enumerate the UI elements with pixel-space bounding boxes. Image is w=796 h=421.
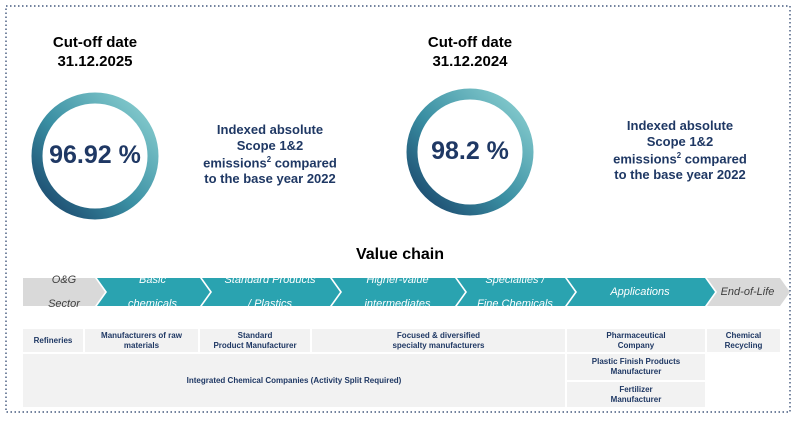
chevron [457,278,575,306]
text: Indexed absolute [216,122,324,137]
box: Chemical Recycling [707,329,780,352]
box: Fertilizer Manufacturer [567,382,705,407]
text: Manufacturer [610,367,662,376]
text: 31.12.2024 [432,52,508,70]
stage-label: Higher-value intermediates [340,274,455,310]
box: Integrated Chemical Companies (Activity … [23,354,565,407]
dotted-frame [5,5,791,413]
text: / Plastics [247,298,292,311]
stage-label: Basic chemicals [105,274,200,310]
text: Higher-value [366,273,429,286]
metric-title: Cut-off date 31.12.2025 [5,34,185,72]
stage-label: O&G Sector [33,274,95,310]
metric-title: Cut-off date 31.12.2024 [380,34,560,72]
text: Cut-off date [427,34,513,51]
text: 2 [676,150,682,160]
stage-label: Applications [575,278,705,306]
ring [31,92,159,220]
text: 98.2 % [431,137,509,165]
text: Plastic Finish Products [591,357,681,367]
section-title: Value chain [300,245,500,265]
text: to the base year 2022 [204,171,336,187]
text: Integrated Chemical Companies (Activity … [186,375,402,385]
metric-description: Indexed absolute Scope 1&2 emissions2 comp… [170,122,370,187]
text: 96.92 % [49,141,141,169]
text: 2 [266,154,272,164]
text: Value chain [355,246,445,263]
text: Specialties / [485,273,545,286]
text: to the base year 2022 [614,167,746,183]
chevron [97,278,210,306]
text: Chemical [725,330,762,340]
text: Applications [610,285,670,298]
metric-value: 98.2 % [415,136,525,167]
stage-label: Specialties / Fine Chemicals [465,274,565,310]
text: chemicals [128,298,177,311]
text: End-of-Life [720,285,775,298]
text: Fertilizer [619,384,653,394]
box: Plastic Finish Products Manufacturer [567,354,705,380]
text: intermediates [364,298,431,311]
box: Focused & diversified specialty manufactu… [312,329,565,352]
text: compared [684,150,747,166]
text: specialty manufacturers [392,340,485,350]
text: Manufacturers of raw [101,330,182,340]
text: compared [274,154,337,170]
text: Fine Chemicals [477,298,553,311]
text: Company [617,340,655,350]
text: Scope 1&2 [646,134,714,150]
stage-label: End-of-Life [715,278,780,306]
text: Manufacturer [610,394,662,404]
box: Refineries [23,329,83,352]
text: O&G [51,273,77,286]
ring [406,88,534,216]
text: emissions [613,150,677,166]
text: materials [123,340,160,350]
text: Indexed absolute [626,118,734,133]
text: Standard [237,330,273,340]
text: Product Manufacturer [213,340,297,350]
chevron [567,278,715,306]
text: Recycling [724,340,763,350]
stage-label: Standard Products / Plastics [210,274,330,310]
metric-description: Indexed absolute Scope 1&2 emissions2 comp… [580,118,780,183]
metric-value: 96.92 % [40,140,150,171]
box: Standard Product Manufacturer [200,329,310,352]
text: 31.12.2025 [57,52,133,70]
text: Focused & diversified [396,330,481,340]
text: Pharmaceutical [606,330,666,340]
text: Refineries [33,335,73,345]
chevron [332,278,465,306]
chevron [202,278,340,306]
box: Manufacturers of raw materials [85,329,198,352]
text: emissions [203,154,267,170]
chevron [23,278,105,306]
text: Basic [139,273,166,286]
chevron [707,278,790,306]
text: Standard Products [224,273,316,286]
text: Scope 1&2 [236,138,304,154]
text: Cut-off date [52,34,138,51]
box: Pharmaceutical Company [567,329,705,352]
text: Sector [48,298,80,311]
